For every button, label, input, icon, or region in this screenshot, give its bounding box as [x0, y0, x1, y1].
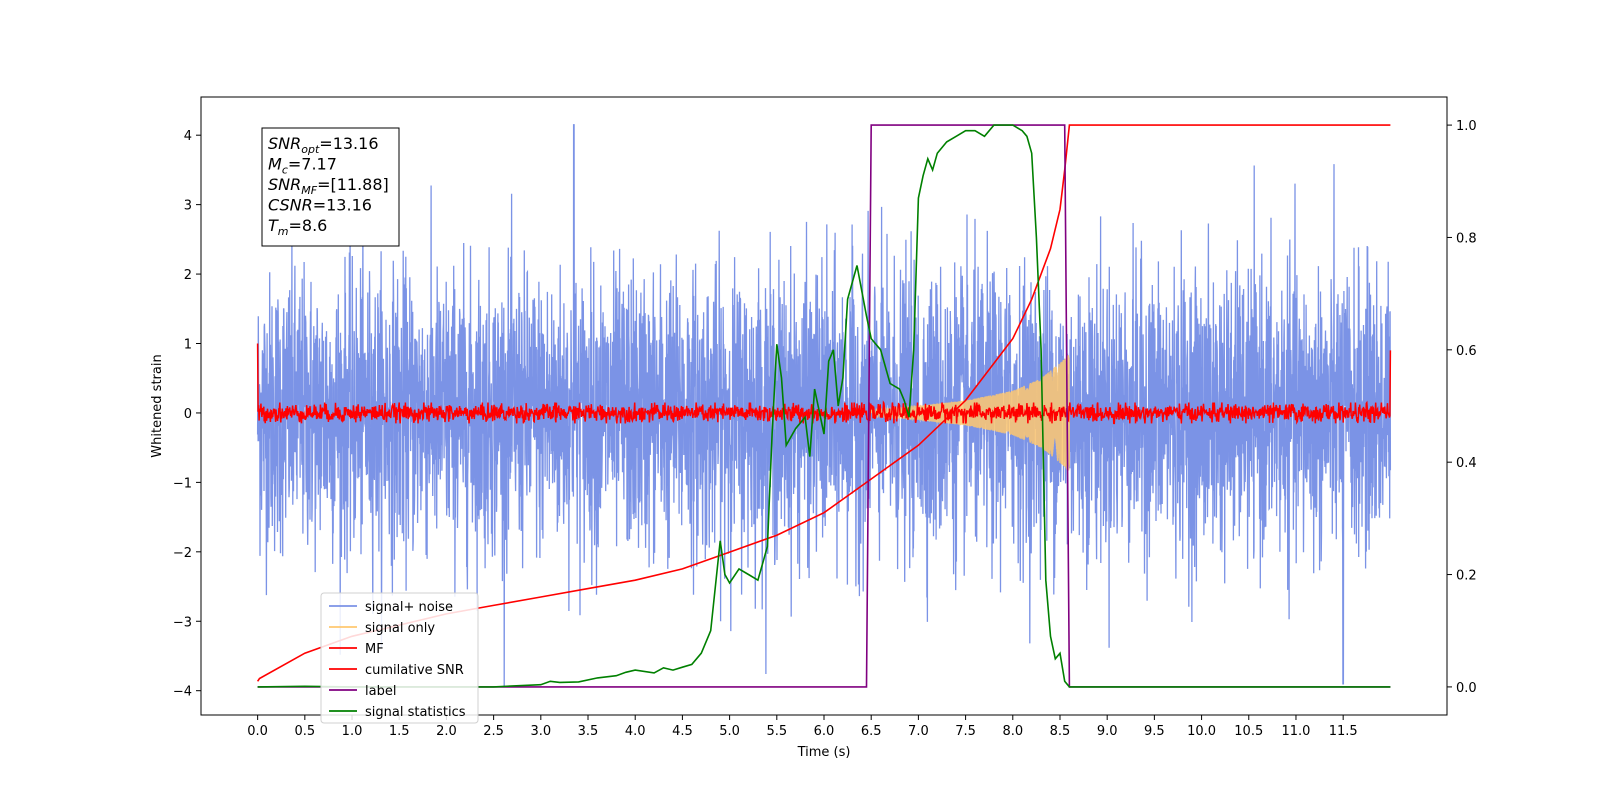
annotation-frame — [261, 127, 400, 247]
series-signal-noise — [256, 124, 1392, 688]
annotation-line: Tm=8.6 — [268, 216, 327, 238]
legend-frame — [320, 592, 479, 724]
x-tick-label: 7.5 — [955, 724, 976, 739]
x-tick-label: 6.5 — [861, 724, 882, 739]
y-tick-label: 2 — [184, 268, 192, 283]
legend-label: label — [365, 684, 396, 699]
x-tick-label: 5.5 — [766, 724, 787, 739]
x-tick-label: 11.0 — [1281, 724, 1310, 739]
legend-item: signal only — [329, 621, 435, 636]
y-tick-label: −4 — [173, 685, 192, 700]
x-tick-label: 6.0 — [814, 724, 835, 739]
x-tick-label: 11.5 — [1329, 724, 1358, 739]
y-tick-label: −3 — [173, 615, 192, 630]
annotation-line: Mc=7.17 — [268, 155, 337, 177]
x-axis-label: Time (s) — [797, 745, 851, 760]
y-tick-label: 4 — [184, 129, 192, 144]
y2-tick-label: 0.2 — [1456, 569, 1477, 584]
y-tick-label: −1 — [173, 476, 192, 491]
x-tick-label: 9.5 — [1144, 724, 1165, 739]
x-tick-label: 1.5 — [389, 724, 410, 739]
legend-item: signal+ noise — [329, 600, 453, 615]
legend-label: cumilative SNR — [365, 663, 464, 678]
x-tick-label: 3.5 — [578, 724, 599, 739]
y-tick-label: −2 — [173, 546, 192, 561]
annotation-box: SNRopt=13.16Mc=7.17SNRMF=[11.88]CSNR=13.… — [261, 127, 400, 247]
y2-tick-label: 0.6 — [1456, 344, 1477, 359]
y2-tick-label: 1.0 — [1456, 119, 1477, 134]
x-tick-label: 7.0 — [908, 724, 929, 739]
y2-tick-label: 0.4 — [1456, 456, 1477, 471]
legend-item: MF — [329, 642, 384, 657]
x-tick-label: 3.0 — [530, 724, 551, 739]
y-axis-right: 0.0 0.2 0.4 0.6 0.8 1.0 — [1447, 119, 1477, 696]
x-tick-label: 0.0 — [247, 724, 268, 739]
x-tick-label: 10.0 — [1187, 724, 1216, 739]
y2-tick-label: 0.0 — [1456, 681, 1477, 696]
y-tick-label: 3 — [184, 199, 192, 214]
x-tick-label: 9.0 — [1097, 724, 1118, 739]
legend-label: MF — [365, 642, 384, 657]
y-axis-label: Whitened strain — [150, 354, 165, 457]
x-tick-label: 8.0 — [1002, 724, 1023, 739]
y-tick-label: 1 — [184, 338, 192, 353]
y-tick-label: 0 — [184, 407, 192, 422]
annotation-line: SNRopt=13.16 — [268, 134, 379, 156]
x-tick-label: 2.5 — [483, 724, 504, 739]
legend-label: signal statistics — [365, 705, 466, 720]
annotation-line: SNRMF=[11.88] — [268, 175, 389, 197]
legend-item: signal statistics — [329, 705, 466, 720]
x-tick-label: 4.5 — [672, 724, 693, 739]
x-tick-label: 8.5 — [1050, 724, 1071, 739]
legend-item: cumilative SNR — [329, 663, 464, 678]
x-tick-label: 2.0 — [436, 724, 457, 739]
series-signal-statistics — [257, 124, 1391, 688]
x-tick-label: 0.5 — [294, 724, 315, 739]
y2-tick-label: 0.8 — [1456, 231, 1477, 246]
legend-label: signal+ noise — [365, 600, 453, 615]
legend-item: label — [329, 684, 396, 699]
x-tick-label: 1.0 — [342, 724, 363, 739]
x-tick-label: 5.0 — [719, 724, 740, 739]
x-axis: 0.0 0.5 1.0 1.5 2.0 2.5 3.0 3.5 4.0 4.5 5.0 5.5 6.0 6… — [247, 715, 1358, 739]
x-tick-label: 10.5 — [1234, 724, 1263, 739]
x-tick-label: 4.0 — [625, 724, 646, 739]
y-axis-left: −4 −3 −2 −1 0 1 2 3 4 — [173, 129, 201, 700]
series-mf — [256, 343, 1392, 425]
legend: signal+ noise signal only MF cumilative SNR… — [320, 592, 479, 724]
legend-label: signal only — [365, 621, 435, 636]
annotation-line: CSNR=13.16 — [268, 196, 372, 215]
